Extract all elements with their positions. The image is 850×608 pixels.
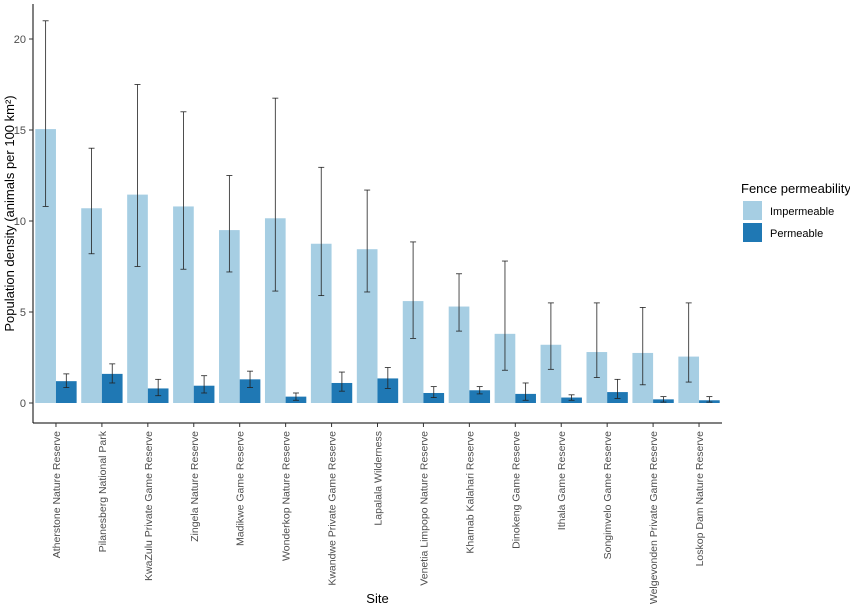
error-bar-permeable-dinokeng-game-reserve <box>522 382 529 401</box>
error-bar-permeable-pilanesberg-national-park <box>109 363 116 384</box>
x-axis-title: Site <box>366 591 388 606</box>
x-tick-label-wonderkop-nature-reserve: Wonderkop Nature Reserve <box>281 431 293 561</box>
error-bar-impermeable-zingela-nature-reserve <box>180 111 187 270</box>
x-tick-label-atherstone-nature-reserve: Atherstone Nature Reserve <box>51 431 63 558</box>
legend-label-impermeable: Impermeable <box>770 206 834 218</box>
bar-permeable-kwandwe-private-game-reserve <box>331 382 353 403</box>
x-tick-label-madikwe-game-reserve: Madikwe Game Reserve <box>235 431 247 546</box>
error-bar-permeable-venetia-limpopo-nature-reserve <box>430 386 437 398</box>
x-tick-label-venetia-limpopo-nature-reserve: Venetia Limpopo Nature Reserve <box>418 431 430 586</box>
bar-impermeable-khamab-kalahari-reserve <box>448 306 470 403</box>
x-tick-label-loskop-dam-nature-reserve: Loskop Dam Nature Reserve <box>694 431 706 567</box>
x-tick-label-khamab-kalahari-reserve: Khamab Kalahari Reserve <box>464 431 476 554</box>
bar-impermeable-kwandwe-private-game-reserve <box>310 243 332 403</box>
bar-permeable-khamab-kalahari-reserve <box>469 390 491 403</box>
bar-impermeable-zingela-nature-reserve <box>173 206 194 403</box>
error-bar-impermeable-kwandwe-private-game-reserve <box>318 166 325 297</box>
error-bar-permeable-khamab-kalahari-reserve <box>476 386 483 395</box>
error-bar-impermeable-wonderkop-nature-reserve <box>272 97 279 292</box>
error-bar-permeable-wonderkop-nature-reserve <box>292 392 299 401</box>
bar-impermeable-wonderkop-nature-reserve <box>264 218 286 403</box>
error-bar-permeable-songimvelo-game-reserve <box>614 378 621 399</box>
bar-permeable-madikwe-game-reserve <box>239 379 261 403</box>
bar-permeable-zingela-nature-reserve <box>193 385 215 403</box>
x-tick-label-welgevonden-private-game-reserve: Welgevonden Private Game Reserve <box>648 431 660 604</box>
y-tick-label: 10 <box>14 216 26 228</box>
y-tick-label: 20 <box>14 34 26 46</box>
x-tick-label-pilanesberg-national-park: Pilanesberg National Park <box>97 430 109 552</box>
bar-impermeable-madikwe-game-reserve <box>219 230 240 403</box>
error-bar-impermeable-atherstone-nature-reserve <box>42 20 49 207</box>
bar-impermeable-pilanesberg-national-park <box>81 208 102 403</box>
error-bar-impermeable-songimvelo-game-reserve <box>593 302 600 378</box>
error-bar-impermeable-khamab-kalahari-reserve <box>456 273 463 332</box>
error-bar-impermeable-pilanesberg-national-park <box>88 147 95 255</box>
error-bar-permeable-ithala-game-reserve <box>568 394 575 401</box>
x-tick-label-kwandwe-private-game-reserve: Kwandwe Private Game Reserve <box>327 431 339 586</box>
x-axis-ticks: Atherstone Nature Reserve Pilanesberg Nat… <box>51 423 706 604</box>
error-bar-impermeable-welgevonden-private-game-reserve <box>639 307 646 386</box>
bar-permeable-venetia-limpopo-nature-reserve <box>423 392 445 403</box>
error-bar-permeable-lapalala-wilderness <box>384 367 391 389</box>
error-bar-impermeable-ithala-game-reserve <box>547 302 554 370</box>
error-bar-permeable-madikwe-game-reserve <box>247 370 254 388</box>
bar-permeable-lapalala-wilderness <box>377 378 399 403</box>
y-axis-title: Population density (animals per 100 km²) <box>2 95 17 331</box>
bar-impermeable-lapalala-wilderness <box>356 249 378 403</box>
error-bar-permeable-kwazulu-private-game-reserve <box>155 378 162 397</box>
bar-permeable-atherstone-nature-reserve <box>55 381 77 403</box>
x-tick-label-songimvelo-game-reserve: Songimvelo Game Reserve <box>602 431 614 560</box>
bar-impermeable-atherstone-nature-reserve <box>35 129 56 403</box>
legend-swatch-permeable <box>743 223 762 242</box>
x-tick-label-lapalala-wilderness: Lapalala Wilderness <box>373 431 385 526</box>
error-bar-impermeable-lapalala-wilderness <box>364 189 371 293</box>
y-axis-ticks: 0 5 10 15 20 <box>14 34 33 410</box>
bar-impermeable-ithala-game-reserve <box>540 344 562 403</box>
error-bar-permeable-kwandwe-private-game-reserve <box>338 371 345 392</box>
bar-impermeable-kwazulu-private-game-reserve <box>127 194 148 403</box>
error-bar-impermeable-kwazulu-private-game-reserve <box>134 84 141 267</box>
bar-permeable-pilanesberg-national-park <box>101 373 123 403</box>
x-tick-label-ithala-game-reserve: Ithala Game Reserve <box>556 431 568 530</box>
y-tick-label: 0 <box>20 398 26 410</box>
legend: Fence permeability Impermeable Permeable <box>741 181 850 242</box>
error-bar-impermeable-dinokeng-game-reserve <box>501 260 508 371</box>
error-bar-permeable-atherstone-nature-reserve <box>63 373 70 388</box>
x-tick-label-dinokeng-game-reserve: Dinokeng Game Reserve <box>510 431 522 549</box>
y-tick-label: 15 <box>14 125 26 137</box>
error-bar-permeable-zingela-nature-reserve <box>201 375 208 394</box>
legend-label-permeable: Permeable <box>770 228 823 240</box>
error-bar-impermeable-venetia-limpopo-nature-reserve <box>410 241 417 339</box>
error-bar-impermeable-madikwe-game-reserve <box>226 175 233 273</box>
y-tick-label: 5 <box>20 307 26 319</box>
error-bar-permeable-welgevonden-private-game-reserve <box>660 396 667 403</box>
x-tick-label-zingela-nature-reserve: Zingela Nature Reserve <box>189 431 201 542</box>
legend-swatch-impermeable <box>743 201 762 220</box>
error-bars-layer <box>42 20 713 403</box>
legend-title: Fence permeability <box>741 181 850 196</box>
bars-layer <box>35 129 720 403</box>
error-bar-impermeable-loskop-dam-nature-reserve <box>685 302 692 383</box>
bar-impermeable-venetia-limpopo-nature-reserve <box>402 301 424 403</box>
x-tick-label-kwazulu-private-game-reserve: KwaZulu Private Game Reserve <box>143 431 155 581</box>
error-bar-permeable-loskop-dam-nature-reserve <box>706 396 713 403</box>
